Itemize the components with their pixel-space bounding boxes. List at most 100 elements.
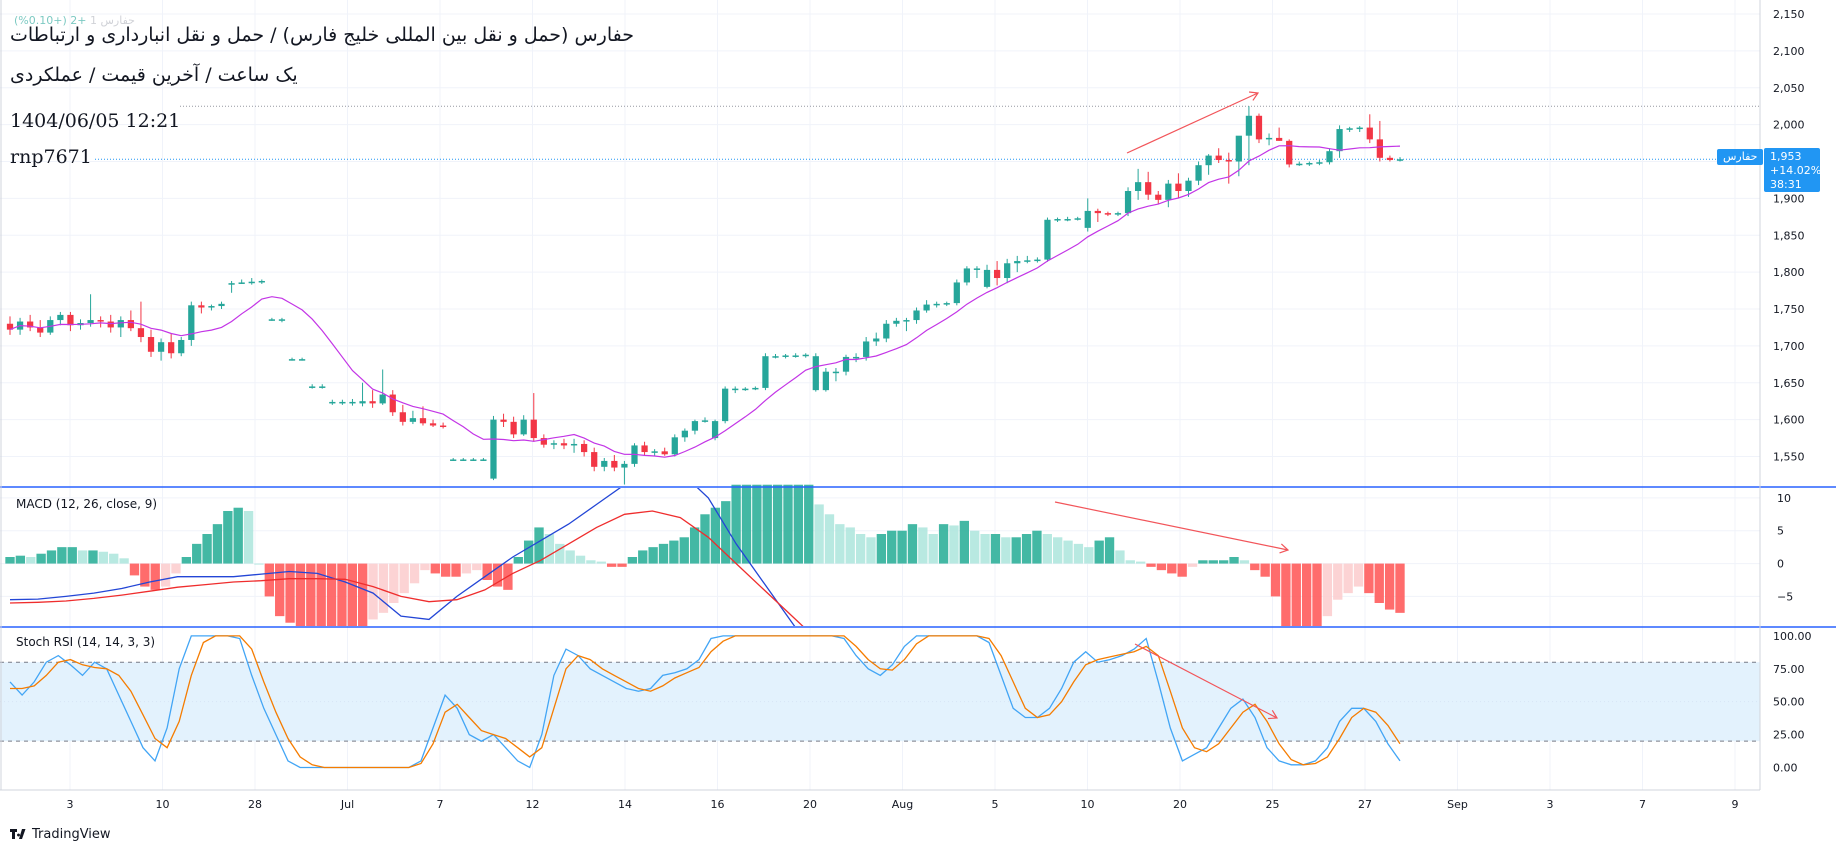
candle-body bbox=[157, 342, 165, 352]
macd-histogram-bar bbox=[938, 524, 949, 564]
macd-histogram-bar bbox=[358, 563, 368, 626]
macd-histogram-bar bbox=[1021, 534, 1032, 564]
candle-body bbox=[349, 401, 356, 404]
time-axis-label: 20 bbox=[1173, 798, 1187, 811]
candle-body bbox=[661, 451, 668, 455]
macd-histogram-bar bbox=[617, 563, 627, 567]
price-axis-label: 1,850 bbox=[1773, 229, 1805, 242]
candle-body bbox=[168, 342, 175, 354]
time-axis-label: 16 bbox=[711, 798, 725, 811]
candle-body bbox=[278, 319, 286, 321]
candle-body bbox=[1306, 162, 1313, 165]
macd-histogram-bar bbox=[1073, 543, 1084, 564]
candle-body bbox=[298, 359, 306, 361]
time-axis-label: 12 bbox=[526, 798, 540, 811]
candle-body bbox=[762, 356, 769, 388]
macd-histogram-bar bbox=[347, 563, 357, 626]
stoch-axis-label: 50.00 bbox=[1773, 696, 1805, 709]
tradingview-logo[interactable]: TradingView bbox=[10, 827, 111, 842]
macd-histogram-bar bbox=[46, 550, 57, 564]
candle-body bbox=[1235, 135, 1242, 162]
candle-body bbox=[540, 438, 547, 445]
macd-pane-label[interactable]: MACD (12, 26, close, 9) bbox=[16, 497, 158, 511]
candle-body bbox=[943, 303, 950, 305]
macd-histogram-bar bbox=[451, 563, 461, 577]
macd-histogram-bar bbox=[1032, 530, 1042, 564]
candle-body bbox=[933, 303, 940, 306]
price-axis-label: 2,100 bbox=[1773, 45, 1805, 58]
macd-axis-label: 0 bbox=[1777, 558, 1784, 571]
candle-body bbox=[238, 282, 245, 284]
stoch-rsi-pane-label[interactable]: Stoch RSI (14, 14, 3, 3) bbox=[16, 635, 156, 649]
candle-body bbox=[419, 418, 427, 424]
macd-histogram-bar bbox=[555, 543, 565, 564]
axes: 3 10 28 Jul 7 12 14 16 20 Aug 5 10 20 25 27 Sep 3 7 92,150… bbox=[0, 0, 1836, 811]
macd-histogram-bar bbox=[243, 511, 254, 564]
candle-body bbox=[581, 443, 588, 453]
candle-body bbox=[621, 463, 628, 468]
candle-body bbox=[268, 319, 276, 321]
candle-body bbox=[500, 419, 507, 422]
candle-body bbox=[1034, 259, 1041, 262]
legend-ghost: حفارس 1 +2 (+0.10%) bbox=[14, 14, 135, 27]
candle-body bbox=[1004, 263, 1011, 279]
last-price-label: 1,953 +14.02% 38:31 bbox=[1764, 148, 1821, 192]
macd-histogram-bar bbox=[1167, 563, 1177, 574]
macd-histogram-bar bbox=[57, 547, 67, 564]
time-axis-label: 10 bbox=[156, 798, 170, 811]
candle-body bbox=[480, 459, 487, 461]
candle-body bbox=[1215, 155, 1222, 161]
price-axis-label: 1,550 bbox=[1773, 451, 1805, 464]
macd-histogram-bar bbox=[1094, 540, 1104, 564]
macd-histogram-bar bbox=[1063, 540, 1073, 564]
macd-histogram-bar bbox=[575, 555, 586, 564]
candle-body bbox=[1064, 219, 1071, 221]
candle-body bbox=[1346, 128, 1353, 130]
macd-histogram-bar bbox=[731, 484, 741, 564]
candle-body bbox=[812, 356, 819, 391]
candle-body bbox=[1326, 151, 1333, 163]
candle-body bbox=[792, 355, 799, 357]
time-axis-label: 20 bbox=[803, 798, 817, 811]
candle-body bbox=[732, 388, 739, 391]
macd-histogram-bar bbox=[1270, 563, 1281, 597]
macd-histogram-bar bbox=[980, 534, 990, 564]
candle-body bbox=[973, 268, 981, 270]
macd-histogram-bar bbox=[326, 563, 337, 626]
macd-histogram-bar bbox=[990, 534, 1001, 564]
macd-histogram-bar bbox=[772, 484, 783, 564]
macd-histogram-bar bbox=[67, 547, 77, 564]
candle-body bbox=[37, 327, 44, 333]
macd-histogram-bar bbox=[752, 484, 762, 564]
candle-body bbox=[520, 419, 527, 435]
stoch-axis-label: 100.00 bbox=[1773, 630, 1812, 643]
candle-body bbox=[681, 430, 688, 438]
macd-histogram bbox=[5, 484, 1405, 626]
macd-histogram-bar bbox=[306, 563, 316, 626]
divergence-arrow-head bbox=[1248, 91, 1260, 101]
macd-histogram-bar bbox=[1187, 563, 1198, 567]
macd-histogram-bar bbox=[1281, 563, 1291, 626]
macd-histogram-bar bbox=[1374, 563, 1384, 603]
candle-body bbox=[510, 421, 517, 435]
stoch-k-line bbox=[9, 635, 1401, 769]
candle-body bbox=[601, 460, 608, 467]
candle-body bbox=[873, 338, 880, 342]
candle-body bbox=[1286, 140, 1293, 165]
macd-histogram-bar bbox=[275, 563, 285, 617]
macd-histogram-bar bbox=[523, 540, 534, 564]
macd-histogram-bar bbox=[835, 524, 845, 564]
macd-histogram-bar bbox=[1146, 563, 1156, 567]
macd-histogram-bar bbox=[409, 563, 420, 584]
candle-body bbox=[248, 281, 255, 284]
bar-countdown: 38:31 bbox=[1770, 178, 1802, 191]
candle-body bbox=[228, 283, 235, 285]
candle-body bbox=[651, 451, 658, 453]
macd-histogram-bar bbox=[1291, 563, 1301, 626]
candle-body bbox=[1165, 183, 1172, 200]
moving-average-line bbox=[9, 145, 1401, 458]
candle-body bbox=[993, 269, 1001, 279]
macd-histogram-bar bbox=[337, 563, 347, 626]
candle-body bbox=[1024, 260, 1031, 262]
